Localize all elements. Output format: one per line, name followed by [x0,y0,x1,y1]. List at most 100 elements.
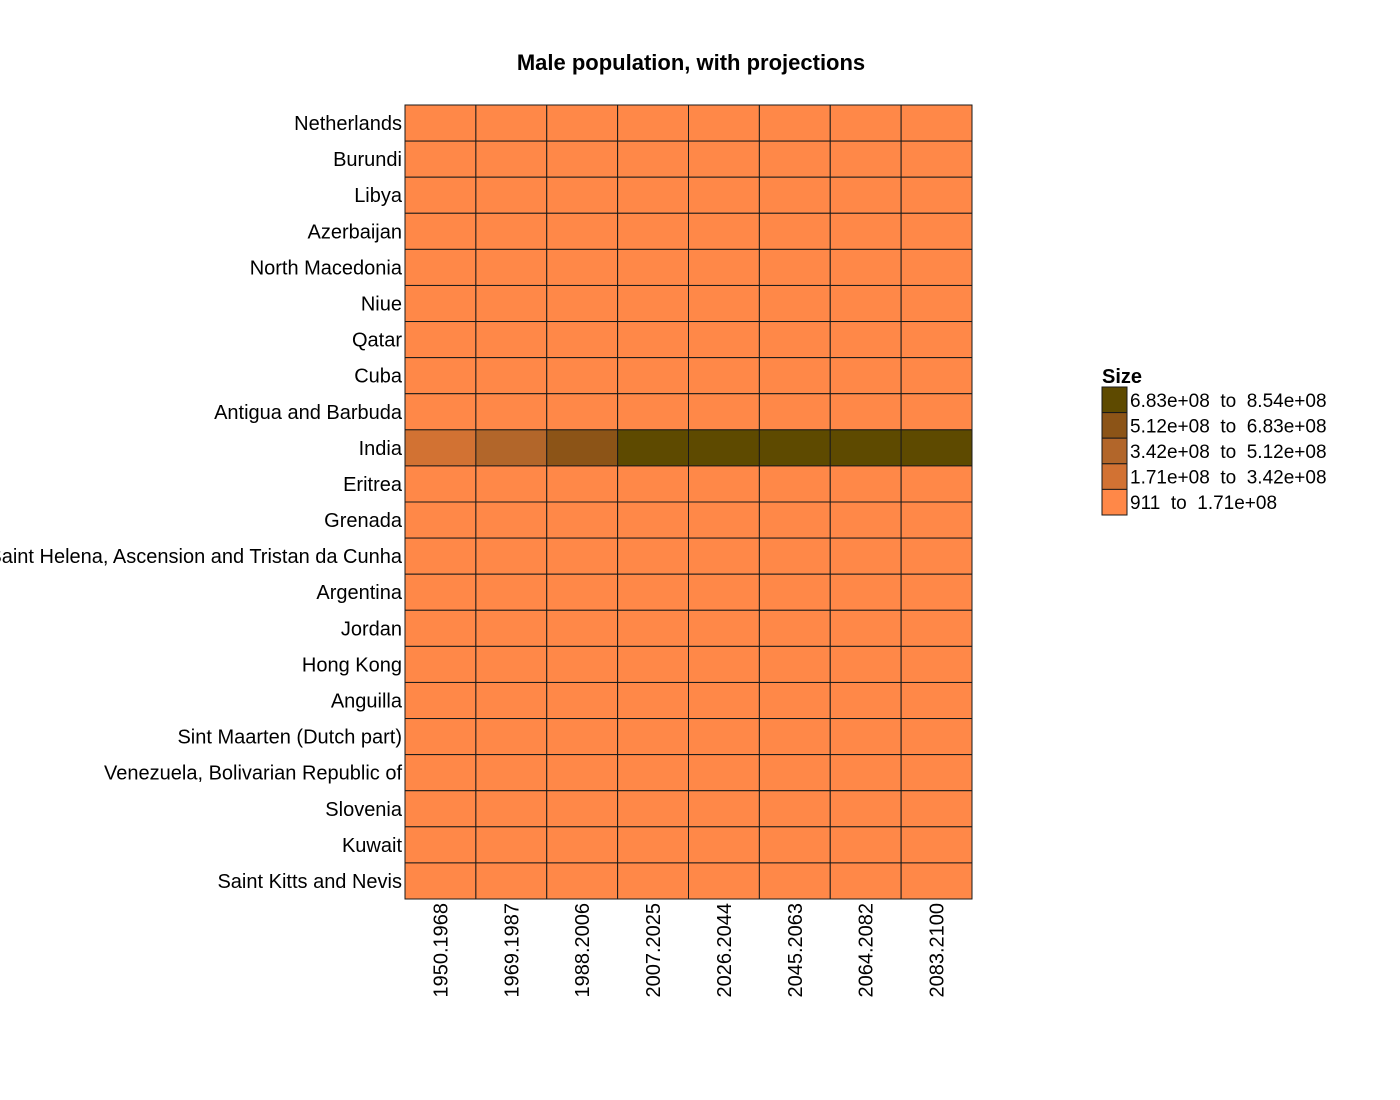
heatmap-cell [688,537,760,575]
heatmap-cell [475,862,548,900]
row-label: Anguilla [331,691,403,713]
heatmap-cell [688,357,760,395]
legend-label: 3.42e+08 to 5.12e+08 [1130,442,1327,463]
heatmap-cell [617,465,689,503]
legend-label: 6.83e+08 to 8.54e+08 [1130,391,1327,412]
column-labels: 1950.1968 1969.1987 1988.2006 2007.2025 2026… [430,903,948,998]
legend: Size 6.83e+08 to 8.54e+08 5.12e+08 to 6.8… [1101,366,1327,516]
row-label: Jordan [341,618,402,640]
row-label: Argentina [316,582,402,604]
heatmap-cell [617,140,689,178]
heatmap-cell [404,826,477,864]
column-label: 2083.2100 [927,903,949,998]
heatmap-cell [758,609,831,647]
heatmap-cell [475,357,548,395]
heatmap-cell [404,429,477,467]
heatmap-cell [688,645,760,683]
heatmap-cell [404,357,477,395]
heatmap-cell [617,609,689,647]
heatmap-cell [829,537,902,575]
heatmap-cell [758,465,831,503]
heatmap-cell [829,104,902,142]
heatmap-cell [758,284,831,323]
heatmap-cell [688,790,760,828]
heatmap-cell [900,429,973,467]
heatmap-cell [404,537,477,575]
heatmap-cell [404,681,477,720]
row-label: Netherlands [294,113,402,135]
heatmap-cell [404,393,477,431]
legend-swatch [1101,437,1128,465]
heatmap-cell [900,140,973,178]
row-label: Burundi [333,149,402,171]
heatmap-cell [475,104,548,142]
row-label: India [359,438,403,460]
heatmap-cell [758,393,831,431]
heatmap-cell [475,681,548,720]
heatmap-cell [758,537,831,575]
heatmap-cell [900,537,973,575]
heatmap-cell [900,176,973,214]
row-label: Saint Helena, Ascension and Tristan da C… [0,546,403,568]
heatmap-cell [546,718,619,756]
row-label: Antigua and Barbuda [214,402,403,424]
row-label: Libya [354,185,403,207]
heatmap-cell [829,826,902,864]
row-label: Qatar [352,330,402,352]
heatmap-cell [900,790,973,828]
row-label: Sint Maarten (Dutch part) [177,727,402,749]
heatmap-cell [758,212,831,250]
heatmap-cell [758,429,831,467]
heatmap-cell [688,104,760,142]
heatmap-cell [758,681,831,720]
heatmap-cell [546,501,619,539]
heatmap-cell [829,501,902,539]
heatmap-cell [404,248,477,286]
heatmap-cell [475,754,548,792]
heatmap-cell [900,104,973,142]
row-label: Slovenia [325,799,403,821]
heatmap-cell [475,645,548,683]
heatmap-cell [829,284,902,323]
heatmap-cell [617,573,689,611]
heatmap-cell [829,754,902,792]
heatmap-cell [617,284,689,323]
heatmap-cell [404,609,477,647]
heatmap-cell [758,248,831,286]
heatmap-cell [617,537,689,575]
heatmap-cell [475,212,548,250]
heatmap-cell [617,790,689,828]
heatmap-cell [546,826,619,864]
heatmap-cell [688,393,760,431]
heatmap-cell [829,248,902,286]
heatmap-cell [829,176,902,214]
heatmap-cell [546,104,619,142]
heatmap-cell [546,790,619,828]
heatmap-cell [617,176,689,214]
heatmap-cell [617,248,689,286]
heatmap-cell [829,357,902,395]
legend-swatch [1101,488,1128,516]
row-label: Saint Kitts and Nevis [217,871,402,893]
heatmap-cell [758,754,831,792]
heatmap-cell [758,862,831,900]
heatmap-cell [546,681,619,720]
row-label: Cuba [354,366,403,388]
heatmap-cell [758,140,831,178]
heatmap-cell [900,248,973,286]
heatmap-cell [688,248,760,286]
heatmap-cell [829,429,902,467]
heatmap-cell [475,501,548,539]
heatmap-cell [617,321,689,359]
column-label: 2026.2044 [714,903,736,998]
heatmap-cell [404,140,477,178]
heatmap-cell [688,501,760,539]
legend-swatch [1101,463,1128,490]
heatmap-cell [475,248,548,286]
heatmap-cell [546,284,619,323]
row-label: Venezuela, Bolivarian Republic of [104,763,402,785]
heatmap-cell [829,393,902,431]
heatmap-cell [688,429,760,467]
heatmap-cell [758,357,831,395]
heatmap-cell [617,826,689,864]
